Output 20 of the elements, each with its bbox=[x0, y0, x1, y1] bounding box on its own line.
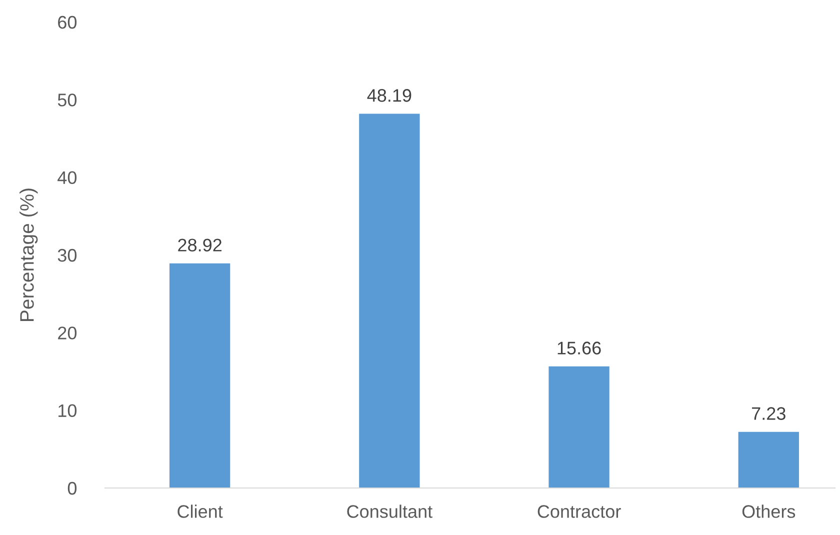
x-tick-label: Contractor bbox=[538, 505, 621, 518]
data-label: 15.66 bbox=[558, 342, 601, 354]
y-tick-label: 60 bbox=[58, 16, 77, 29]
bar bbox=[359, 114, 420, 488]
y-tick-label: 20 bbox=[58, 326, 77, 340]
x-tick-label: Others bbox=[742, 504, 796, 518]
bar bbox=[548, 366, 610, 488]
data-label: 28.92 bbox=[178, 238, 222, 252]
y-tick-label: 50 bbox=[58, 94, 77, 106]
x-tick-label: Client bbox=[178, 504, 223, 518]
x-tick-label: Consultant bbox=[347, 504, 432, 518]
data-label: 7.23 bbox=[752, 407, 786, 420]
data-label: 48.19 bbox=[367, 89, 412, 102]
y-tick-label: 10 bbox=[58, 404, 77, 418]
bar bbox=[169, 263, 230, 488]
y-axis-title: Percentage (%) bbox=[20, 188, 38, 321]
y-tick-label: 30 bbox=[58, 248, 77, 262]
bar bbox=[738, 432, 799, 488]
y-tick-label: 0 bbox=[68, 482, 77, 495]
y-tick-label: 40 bbox=[58, 171, 77, 184]
